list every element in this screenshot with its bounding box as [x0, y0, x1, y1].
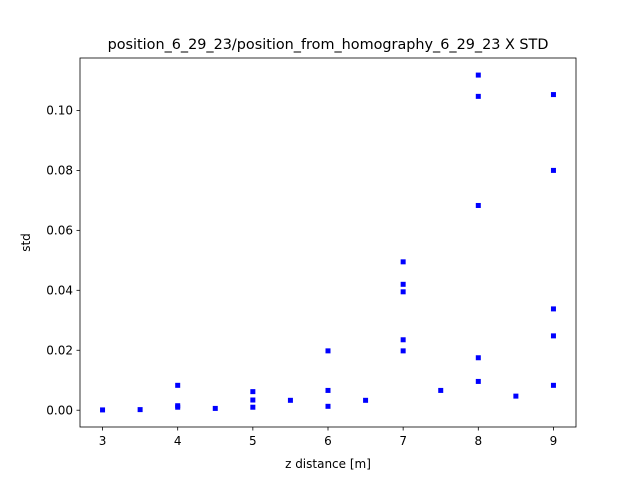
data-point — [175, 382, 181, 388]
x-tick-label: 4 — [174, 434, 182, 448]
data-point — [550, 306, 556, 312]
data-point — [475, 202, 481, 208]
data-point — [400, 289, 406, 295]
data-point — [513, 393, 519, 399]
data-point — [550, 382, 556, 388]
y-axis-label: std — [19, 233, 33, 252]
y-tick-label: 0.00 — [46, 403, 73, 417]
data-point — [325, 387, 331, 393]
chart-title: position_6_29_23/position_from_homograph… — [108, 37, 549, 53]
x-tick-label: 9 — [550, 434, 558, 448]
data-point — [550, 167, 556, 173]
data-point — [363, 397, 369, 403]
y-axis-ticks: 0.00 0.02 0.04 0.06 0.08 0.10 — [46, 104, 80, 417]
data-point — [250, 389, 256, 395]
data-point — [400, 337, 406, 343]
data-point — [175, 404, 181, 410]
data-point — [475, 355, 481, 361]
data-point — [550, 333, 556, 339]
data-point — [475, 72, 481, 78]
data-point — [550, 92, 556, 98]
x-tick-label: 6 — [324, 434, 332, 448]
x-tick-label: 8 — [474, 434, 482, 448]
data-point — [400, 348, 406, 354]
data-point — [475, 93, 481, 99]
plot-area-frame — [79, 57, 577, 428]
x-axis-label: z distance [m] — [285, 457, 371, 471]
y-tick-label: 0.08 — [46, 164, 73, 178]
x-tick-label: 7 — [399, 434, 407, 448]
data-point — [250, 404, 256, 410]
data-point — [100, 407, 106, 413]
y-tick-label: 0.10 — [46, 104, 73, 118]
data-point — [325, 348, 331, 354]
data-point — [438, 387, 444, 393]
data-point — [137, 407, 143, 413]
data-point — [400, 281, 406, 287]
x-tick-label: 3 — [99, 434, 107, 448]
data-point — [325, 403, 331, 409]
y-tick-label: 0.04 — [46, 284, 73, 298]
points-layer — [100, 72, 556, 413]
x-axis-ticks: 3 4 5 6 7 8 9 — [99, 427, 558, 448]
data-point — [400, 259, 406, 265]
x-tick-label: 5 — [249, 434, 257, 448]
data-point — [475, 378, 481, 384]
y-tick-label: 0.02 — [46, 343, 73, 357]
y-tick-label: 0.06 — [46, 224, 73, 238]
data-point — [287, 397, 293, 403]
data-point — [250, 397, 256, 403]
data-point — [212, 405, 218, 411]
